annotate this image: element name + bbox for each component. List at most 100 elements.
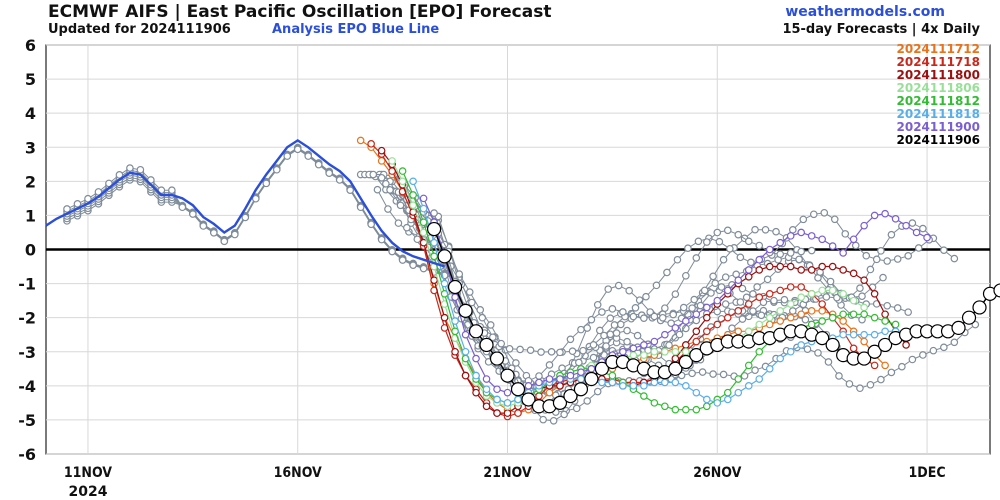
run-2024111906-point [961, 310, 977, 325]
run-2024111806-point [786, 300, 795, 308]
ensemble-member-point [707, 289, 715, 297]
run-2024111900-point [797, 228, 806, 237]
run-2024111818-point [493, 395, 501, 404]
ensemble-history-point [367, 220, 375, 229]
ensemble-member-point [373, 185, 382, 194]
run-2024111800-point [493, 409, 501, 417]
ensemble-member-point [742, 293, 751, 302]
run-2024111806-point [818, 286, 826, 295]
run-2024111818-point [776, 354, 785, 363]
run-2024111900-point [556, 375, 564, 383]
run-2024111800-point [461, 371, 470, 380]
ensemble-history-point [398, 256, 407, 264]
ensemble-member-point [631, 303, 640, 312]
ensemble-member-point [776, 250, 785, 259]
run-2024111900-point [818, 235, 826, 244]
ensemble-member-point [596, 326, 604, 335]
run-2024111818-point [661, 378, 669, 387]
run-2024111812-point [891, 320, 900, 329]
run-2024111718-point [870, 361, 879, 370]
run-2024111818-point [702, 395, 711, 404]
y-tick-label: -6 [18, 445, 36, 464]
ensemble-member-point [486, 321, 495, 329]
run-2024111806-point [650, 347, 659, 356]
run-2024111806-point [682, 347, 690, 356]
ensemble-member-point [593, 387, 602, 396]
ensemble-history-point [115, 171, 124, 179]
run-2024111900-point [577, 368, 585, 377]
run-2024111900-point [881, 209, 889, 218]
chart-title: ECMWF AIFS | East Pacific Oscillation [E… [48, 2, 552, 22]
legend-entry: 2024111906 [896, 133, 981, 147]
run-2024111818-point [870, 330, 879, 339]
run-2024111712-point [839, 317, 847, 325]
ensemble-member-point [887, 368, 896, 377]
y-tick-label: -1 [18, 275, 36, 294]
site-link[interactable]: weathermodels.com [785, 4, 945, 20]
run-2024111906-point [878, 337, 893, 353]
legend-entry: 2024111806 [896, 81, 981, 95]
ensemble-member-point [604, 285, 613, 293]
ensemble-member-point [625, 286, 633, 295]
run-2024111812-point [409, 191, 417, 199]
run-2024111906-point [857, 351, 872, 366]
run-2024111800-point [765, 262, 774, 271]
updated-label: Updated for 2024111906 [48, 22, 231, 37]
run-2024111900-point [493, 385, 501, 394]
ensemble-member-point [856, 284, 864, 293]
run-2024111712-point [807, 307, 816, 315]
run-2024111812-point [398, 167, 407, 175]
legend-entry: 2024111718 [896, 55, 981, 69]
ensemble-member-point [698, 368, 707, 376]
run-2024111818-point [451, 317, 459, 325]
run-2024111800-point [818, 262, 826, 271]
ensemble-member-point [719, 370, 728, 379]
ensemble-member-point [751, 225, 759, 234]
run-2024111900-point [755, 255, 764, 264]
ensemble-member-point [893, 255, 902, 263]
run-2024111718-point [367, 140, 375, 148]
ensemble-member-point [950, 254, 959, 263]
run-2024111818-point [629, 382, 638, 390]
ensemble-member-point [682, 271, 690, 280]
run-2024111806-point [629, 351, 638, 359]
ensemble-member-point [738, 284, 747, 293]
ensemble-member-point [623, 337, 631, 346]
ensemble-history-point [241, 213, 250, 222]
run-2024111812-point [828, 313, 837, 322]
run-2024111906-point [993, 283, 1000, 298]
ensemble-member-point [736, 298, 745, 306]
run-2024111806-point [797, 293, 806, 302]
run-2024111900-point [744, 266, 753, 274]
run-2024111906 [426, 221, 1000, 414]
run-2024111718-point [723, 313, 732, 322]
x-tick-label: 21NOV [483, 465, 531, 481]
ensemble-member-point [667, 319, 675, 328]
run-2024111818-point [577, 375, 585, 383]
run-2024111906-point [594, 361, 610, 376]
run-2024111900-point [891, 215, 900, 223]
ensemble-member-point [795, 255, 803, 264]
ensemble-member-point [719, 255, 728, 264]
ensemble-member-point [572, 404, 581, 413]
run-2024111818-point [440, 279, 449, 288]
run-2024111900-point [535, 378, 543, 387]
run-2024111900-point [860, 221, 868, 230]
run-2024111800-point [776, 262, 785, 271]
run-2024111800-point [472, 388, 480, 397]
run-2024111818-point [503, 399, 512, 407]
ensemble-member-point [505, 344, 514, 353]
ensemble-member-point [652, 281, 661, 290]
ensemble-member-point [702, 238, 711, 246]
run-2024111812-point [702, 402, 711, 411]
ensemble-history-point [335, 176, 344, 184]
run-2024111900-point [503, 388, 512, 397]
run-2024111818-point [682, 382, 690, 390]
run-2024111800-point [682, 341, 690, 349]
ensemble-history-point [262, 179, 271, 188]
run-2024111800-point [755, 266, 764, 274]
ensemble-member-point [822, 293, 831, 301]
run-2024111800-point [870, 290, 879, 298]
run-2024111800-point [797, 266, 806, 274]
